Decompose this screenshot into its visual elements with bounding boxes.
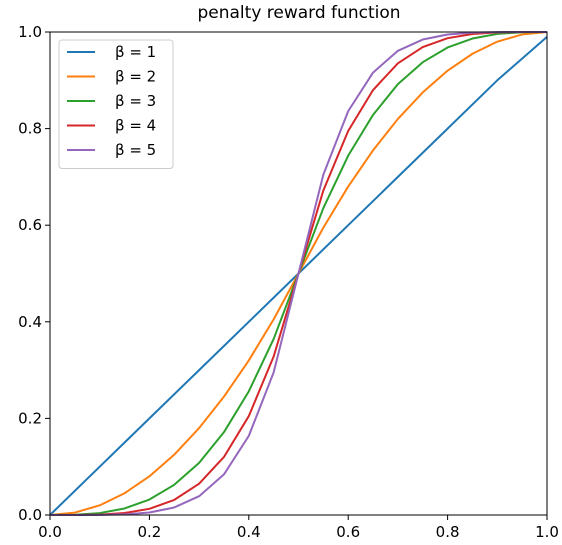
plot-area	[49, 31, 548, 516]
legend-label: β = 1	[115, 43, 156, 61]
chart-title: penalty reward function	[197, 3, 400, 23]
x-tick-label: 0.8	[436, 523, 460, 541]
legend: β = 1 β = 2 β = 3 β = 4 β = 5	[58, 39, 174, 169]
x-tick-label: 0.6	[336, 523, 360, 541]
legend-label: β = 4	[115, 117, 156, 135]
x-tick-label: 0.4	[237, 523, 261, 541]
y-tick-label: 0.4	[18, 313, 42, 331]
y-tick-label: 0.2	[18, 409, 42, 427]
series-line-5	[50, 31, 547, 516]
x-tick-label: 0.0	[38, 523, 62, 541]
y-tick-label: 0.6	[18, 216, 42, 234]
y-tick-label: 0.8	[18, 120, 42, 138]
legend-label: β = 3	[115, 92, 156, 110]
axis-ticks: 0.0 0.2 0.4 0.6 0.8 1.0 0.0 0.2 0.4 0.6 0.8 1.0	[18, 23, 559, 541]
x-tick-label: 0.2	[137, 523, 161, 541]
axes-frame	[49, 31, 548, 516]
legend-label: β = 2	[115, 68, 156, 86]
legend-label: β = 5	[115, 141, 156, 159]
y-tick-label: 1.0	[18, 23, 42, 41]
x-tick-label: 1.0	[535, 523, 559, 541]
y-tick-label: 0.0	[18, 506, 42, 524]
legend-box	[58, 39, 174, 169]
